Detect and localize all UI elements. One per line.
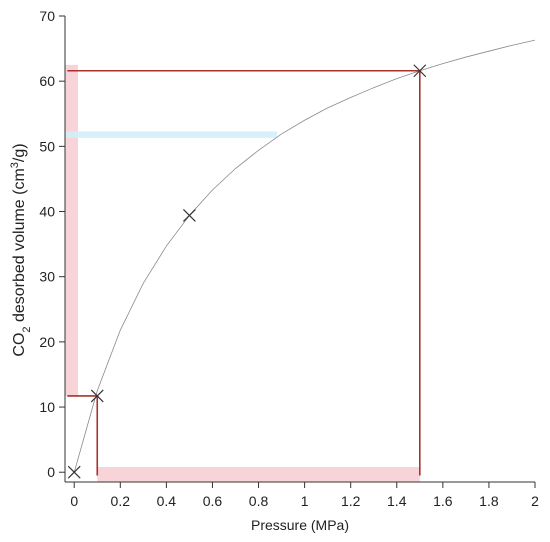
x-marker [67, 465, 81, 479]
x-tick-label: 1 [301, 493, 309, 509]
y-label-superscript: 3 [9, 162, 21, 168]
x-span [97, 467, 420, 482]
x-tick-label: 1.6 [433, 493, 453, 509]
x-tick-label: 0 [70, 493, 78, 509]
y-tick-label: 20 [39, 334, 55, 350]
y-tick-label: 70 [39, 8, 55, 24]
x-axis-label: Pressure (MPa) [251, 517, 349, 533]
y-label-subscript: 2 [21, 326, 33, 332]
x-tick-label: 1.4 [387, 493, 407, 509]
y-tick-label: 0 [47, 464, 55, 480]
y-tick-label: 10 [39, 399, 55, 415]
y-span [65, 64, 78, 396]
y-label-part: desorbed volume (cm [11, 168, 28, 326]
y-label-part: CO [11, 333, 28, 357]
y-span [65, 131, 277, 138]
x-tick-label: 2 [531, 493, 539, 509]
x-tick-label: 0.4 [157, 493, 177, 509]
x-marker [90, 389, 104, 403]
y-tick-label: 30 [39, 269, 55, 285]
y-tick-label: 40 [39, 204, 55, 220]
x-tick-label: 0.8 [249, 493, 269, 509]
y-label-part: /g) [11, 143, 28, 162]
x-tick-label: 1.2 [341, 493, 361, 509]
y-axis-label: CO2 desorbed volume (cm3/g) [9, 143, 33, 356]
x-tick-label: 0.6 [203, 493, 223, 509]
x-tick-label: 0.2 [111, 493, 131, 509]
x-marker [413, 64, 427, 78]
y-tick-label: 60 [39, 73, 55, 89]
x-marker [182, 209, 196, 222]
y-tick-label: 50 [39, 138, 55, 154]
line [73, 39, 536, 473]
x-tick-label: 1.8 [479, 493, 499, 509]
